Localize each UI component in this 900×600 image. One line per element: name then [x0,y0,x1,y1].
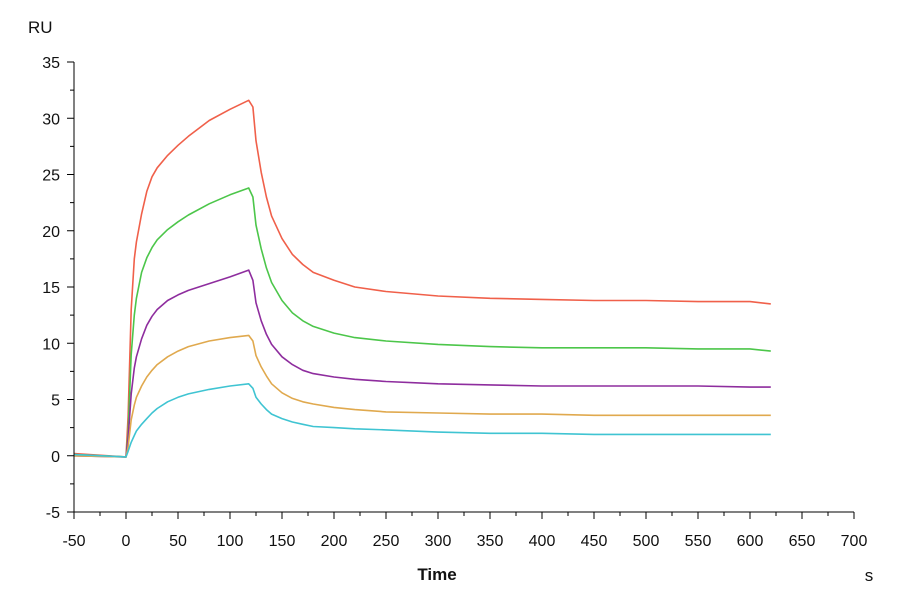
x-tick-label: -50 [62,533,85,550]
x-tick-label: 250 [373,533,400,550]
x-tick-label: 0 [122,533,131,550]
y-tick-label: 30 [42,111,60,128]
x-tick-label: 200 [321,533,348,550]
y-tick-label: 0 [51,449,60,466]
y-tick-label: 10 [42,336,60,353]
x-tick-label: 650 [789,533,816,550]
x-tick-label: 100 [217,533,244,550]
x-axis-unit: s [865,566,874,585]
series-line-2 [73,187,771,458]
y-tick-label: -5 [46,505,60,522]
y-tick-label: 35 [42,55,60,72]
x-tick-label: 300 [425,533,452,550]
x-tick-label: 700 [841,533,868,550]
series-line-5 [73,382,771,458]
y-tick-label: 20 [42,224,60,241]
y-axis-title: RU [28,18,53,37]
y-tick-label: 5 [51,393,60,410]
series-layer [73,99,771,458]
x-tick-label: 600 [737,533,764,550]
x-tick-label: 550 [685,533,712,550]
y-tick-label: 25 [42,168,60,185]
x-tick-label: 350 [477,533,504,550]
series-line-1 [73,99,771,458]
x-tick-label: 500 [633,533,660,550]
series-line-3 [73,269,771,458]
x-tick-label: 400 [529,533,556,550]
y-tick-label: 15 [42,280,60,297]
series-line-4 [73,334,771,458]
x-tick-label: 50 [169,533,187,550]
x-tick-label: 150 [269,533,296,550]
x-tick-label: 450 [581,533,608,550]
x-axis-title: Time [417,565,456,584]
axes-layer [73,62,854,513]
